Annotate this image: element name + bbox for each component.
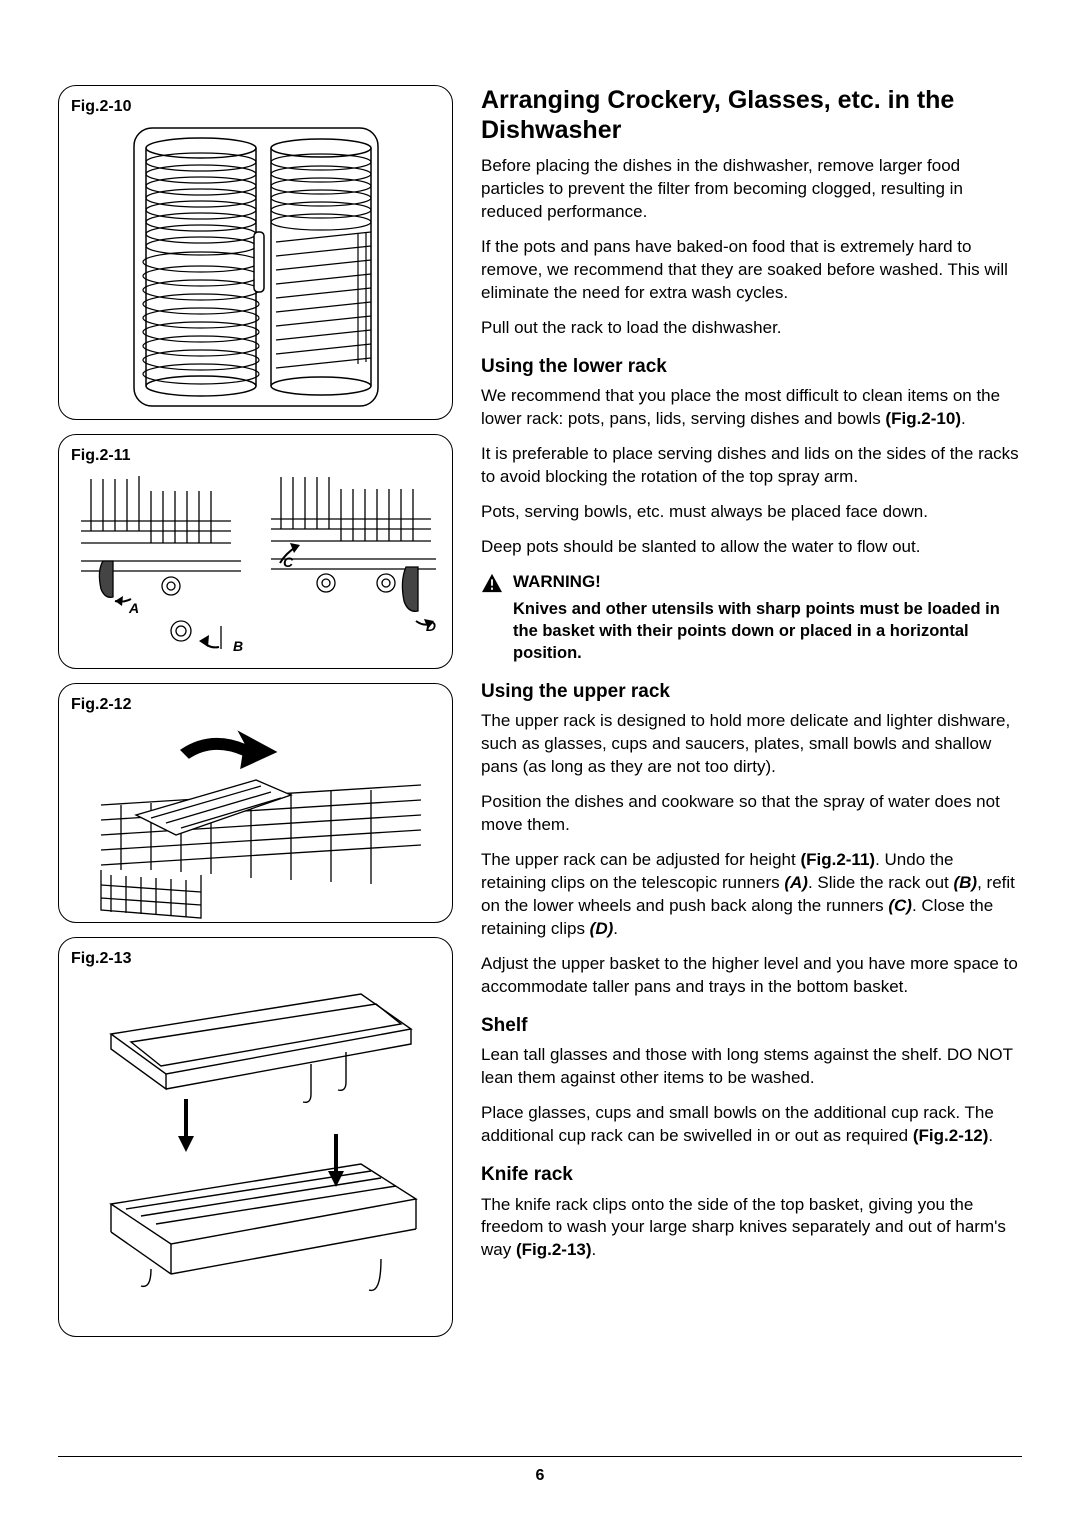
figure-2-12: Fig.2-12 bbox=[58, 683, 453, 923]
figure-2-13-illustration bbox=[81, 974, 431, 1334]
annotation-b: B bbox=[233, 638, 243, 654]
figure-2-11: Fig.2-11 bbox=[58, 434, 453, 669]
figure-label: Fig.2-11 bbox=[71, 445, 440, 467]
shelf-paragraph: Place glasses, cups and small bowls on t… bbox=[481, 1102, 1022, 1148]
annotation-a: A bbox=[128, 600, 139, 616]
figure-label: Fig.2-13 bbox=[71, 948, 440, 970]
lower-rack-paragraph: We recommend that you place the most dif… bbox=[481, 385, 1022, 431]
figure-2-11-illustration: A B C D bbox=[71, 471, 441, 666]
upper-rack-paragraph: The upper rack can be adjusted for heigh… bbox=[481, 849, 1022, 941]
intro-paragraph: Pull out the rack to load the dishwasher… bbox=[481, 317, 1022, 340]
upper-rack-paragraph: Adjust the upper basket to the higher le… bbox=[481, 953, 1022, 999]
warning-block: WARNING! Knives and other utensils with … bbox=[481, 571, 1022, 665]
label-ref: (C) bbox=[888, 896, 912, 915]
fig-ref: (Fig.2-10) bbox=[885, 409, 961, 428]
label-ref: (D) bbox=[590, 919, 614, 938]
annotation-d: D bbox=[426, 618, 436, 634]
lower-rack-paragraph: Pots, serving bowls, etc. must always be… bbox=[481, 501, 1022, 524]
intro-paragraph: If the pots and pans have baked-on food … bbox=[481, 236, 1022, 305]
figure-label: Fig.2-12 bbox=[71, 694, 440, 716]
knife-rack-heading: Knife rack bbox=[481, 1162, 1022, 1188]
page-footer: 6 bbox=[58, 1456, 1022, 1487]
lower-rack-paragraph: It is preferable to place serving dishes… bbox=[481, 443, 1022, 489]
fig-ref: (Fig.2-13) bbox=[516, 1240, 592, 1259]
upper-rack-heading: Using the upper rack bbox=[481, 679, 1022, 705]
shelf-heading: Shelf bbox=[481, 1013, 1022, 1039]
figure-2-12-illustration bbox=[81, 720, 431, 920]
label-ref: (B) bbox=[953, 873, 977, 892]
fig-ref: (Fig.2-12) bbox=[913, 1126, 989, 1145]
figure-2-13: Fig.2-13 bbox=[58, 937, 453, 1337]
label-ref: (A) bbox=[784, 873, 808, 892]
fig-ref: (Fig.2-11) bbox=[800, 850, 875, 869]
intro-paragraph: Before placing the dishes in the dishwas… bbox=[481, 155, 1022, 224]
knife-rack-paragraph: The knife rack clips onto the side of th… bbox=[481, 1194, 1022, 1263]
shelf-paragraph: Lean tall glasses and those with long st… bbox=[481, 1044, 1022, 1090]
upper-rack-paragraph: The upper rack is designed to hold more … bbox=[481, 710, 1022, 779]
upper-rack-paragraph: Position the dishes and cookware so that… bbox=[481, 791, 1022, 837]
lower-rack-heading: Using the lower rack bbox=[481, 354, 1022, 380]
annotation-c: C bbox=[283, 554, 294, 570]
text-column: Arranging Crockery, Glasses, etc. in the… bbox=[481, 85, 1022, 1351]
figure-2-10: Fig.2-10 bbox=[58, 85, 453, 420]
lower-rack-paragraph: Deep pots should be slanted to allow the… bbox=[481, 536, 1022, 559]
warning-title: WARNING! bbox=[513, 571, 1022, 594]
figures-column: Fig.2-10 bbox=[58, 85, 453, 1351]
warning-text: Knives and other utensils with sharp poi… bbox=[513, 598, 1022, 665]
figure-2-10-illustration bbox=[126, 122, 386, 412]
page-number: 6 bbox=[536, 1467, 545, 1484]
warning-icon bbox=[481, 573, 503, 593]
figure-label: Fig.2-10 bbox=[71, 96, 440, 118]
page-title: Arranging Crockery, Glasses, etc. in the… bbox=[481, 85, 1022, 145]
